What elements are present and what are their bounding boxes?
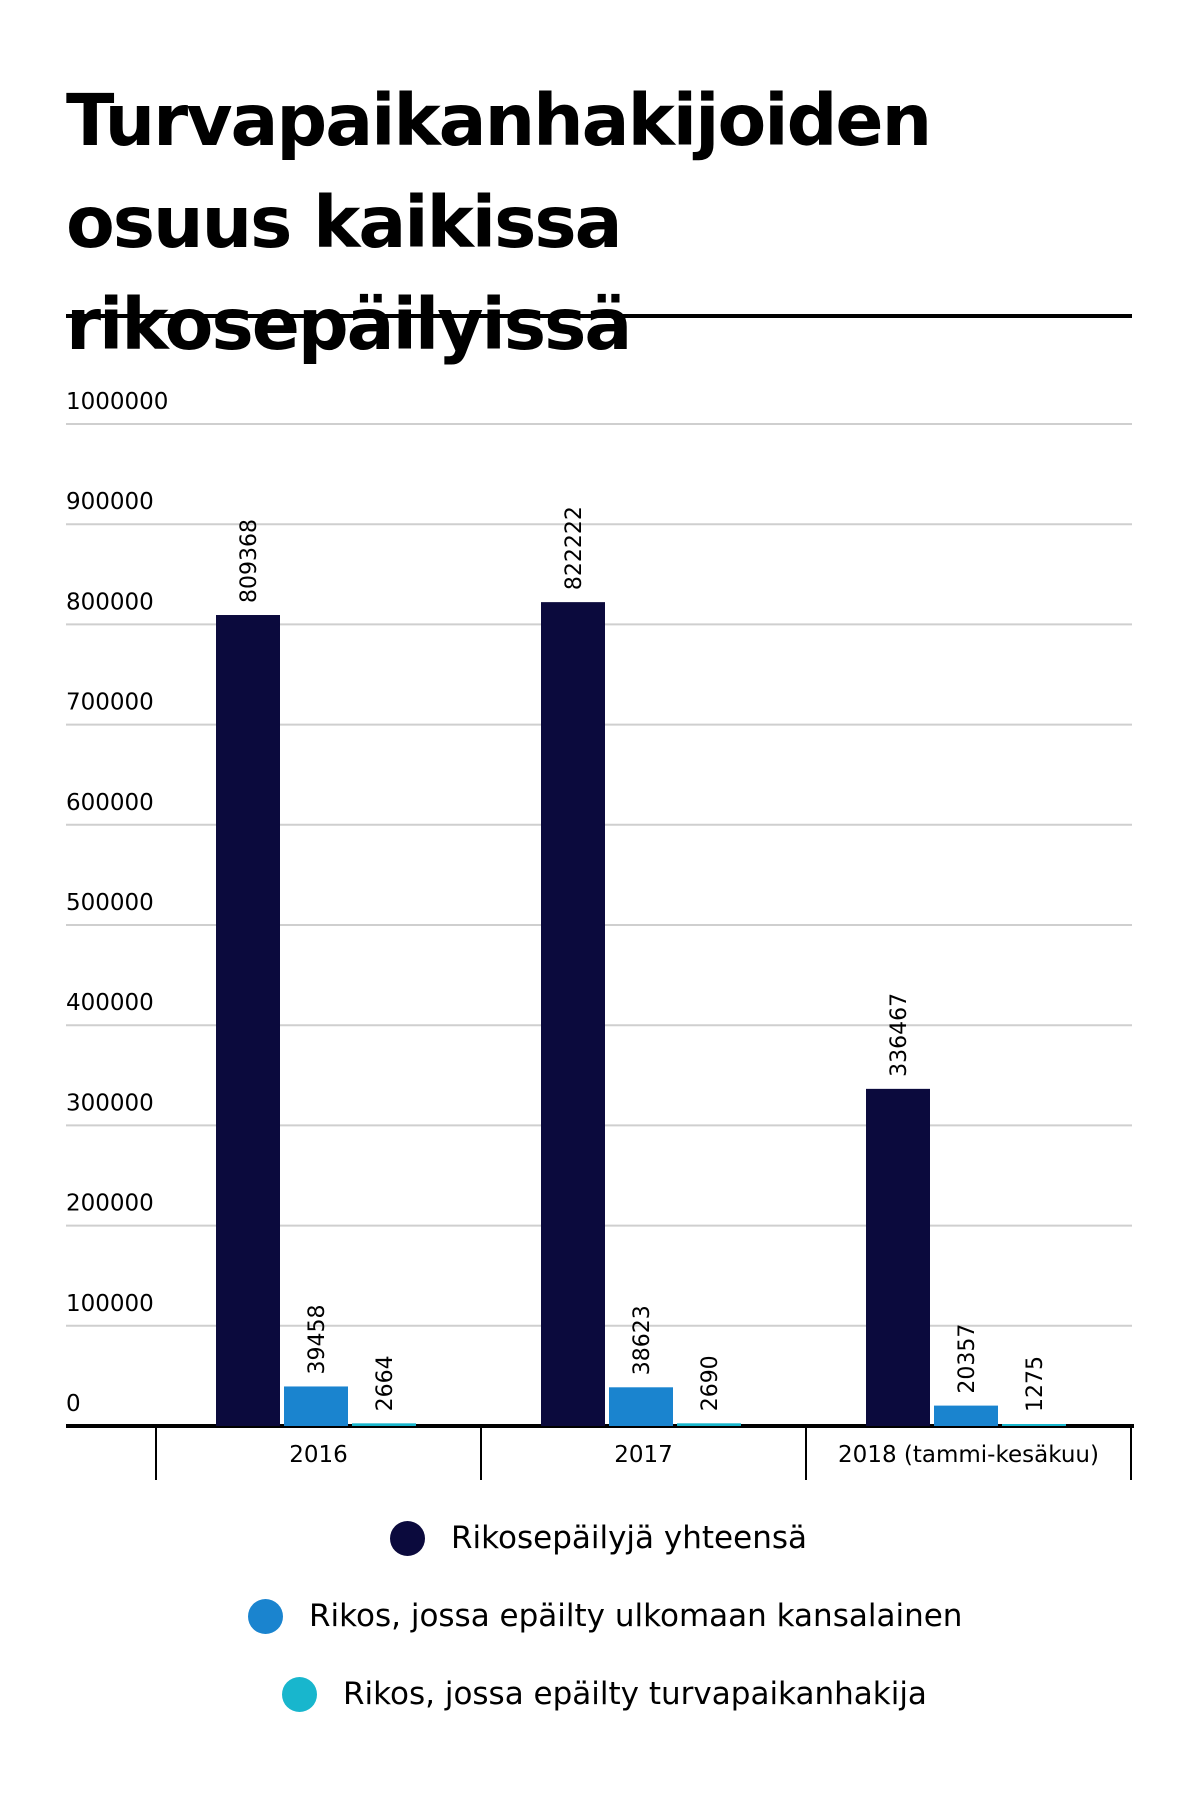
y-tick-label: 400000 bbox=[66, 990, 154, 1016]
y-tick-label: 600000 bbox=[66, 790, 154, 816]
bar bbox=[216, 615, 280, 1426]
legend-swatch bbox=[248, 1598, 283, 1634]
data-label: 38623 bbox=[630, 1305, 655, 1375]
y-tick-label: 1000000 bbox=[66, 389, 168, 415]
bar bbox=[352, 1423, 416, 1426]
y-tick-label: 900000 bbox=[66, 489, 154, 515]
y-tick-label: 0 bbox=[66, 1391, 81, 1417]
legend-item: Rikos, jossa epäilty ulkomaan kansalaine… bbox=[248, 1598, 962, 1634]
data-label: 809368 bbox=[237, 519, 262, 603]
bar bbox=[1002, 1424, 1066, 1426]
y-tick-label: 500000 bbox=[66, 890, 154, 916]
y-tick-label: 300000 bbox=[66, 1090, 154, 1116]
data-label: 2690 bbox=[698, 1355, 723, 1411]
legend-swatch bbox=[282, 1676, 317, 1712]
bar bbox=[866, 1088, 930, 1426]
legend-label: Rikos, jossa epäilty ulkomaan kansalaine… bbox=[309, 1598, 963, 1634]
y-tick-label: 800000 bbox=[66, 589, 154, 615]
legend-label: Rikos, jossa epäilty turvapaikanhakija bbox=[343, 1676, 927, 1712]
data-label: 20357 bbox=[955, 1324, 980, 1394]
legend-swatch bbox=[390, 1520, 425, 1556]
data-label: 822222 bbox=[562, 506, 587, 590]
bar bbox=[677, 1423, 741, 1426]
data-label: 39458 bbox=[305, 1304, 330, 1374]
legend-label: Rikosepäilyjä yhteensä bbox=[451, 1520, 807, 1556]
data-label: 1275 bbox=[1023, 1356, 1048, 1412]
data-label: 336467 bbox=[887, 993, 912, 1077]
title-divider bbox=[66, 314, 1132, 318]
x-category-label: 2017 bbox=[614, 1442, 673, 1468]
y-tick-label: 100000 bbox=[66, 1291, 154, 1317]
bar bbox=[609, 1387, 673, 1426]
legend-item: Rikos, jossa epäilty turvapaikanhakija bbox=[282, 1676, 927, 1712]
data-label: 2664 bbox=[373, 1355, 398, 1411]
y-tick-label: 200000 bbox=[66, 1191, 154, 1217]
bar bbox=[541, 602, 605, 1426]
x-category-label: 2018 (tammi-kesäkuu) bbox=[838, 1442, 1099, 1468]
bar bbox=[284, 1386, 348, 1426]
chart-title: Turvapaikanhakijoiden osuus kaikissa rik… bbox=[66, 79, 932, 366]
y-tick-label: 700000 bbox=[66, 690, 154, 716]
bar bbox=[934, 1405, 998, 1426]
x-category-label: 2016 bbox=[289, 1442, 348, 1468]
legend-item: Rikosepäilyjä yhteensä bbox=[390, 1520, 807, 1556]
